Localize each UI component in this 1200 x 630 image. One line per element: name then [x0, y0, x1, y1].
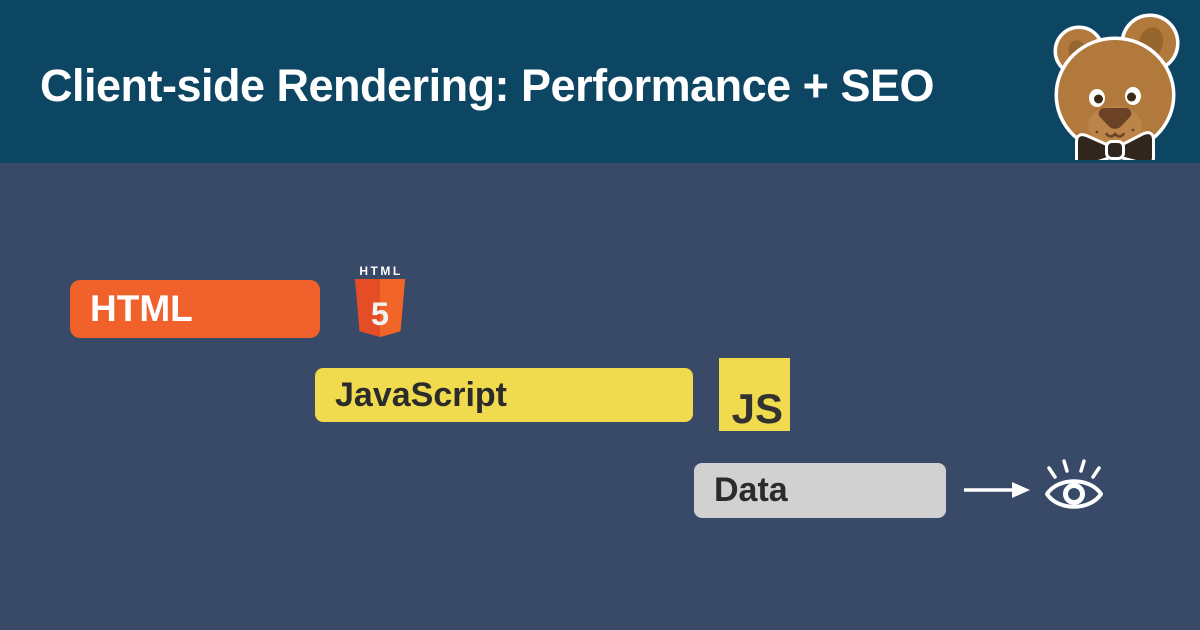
arrow-right-icon-svg — [964, 482, 1030, 498]
bar-javascript-label: JavaScript — [335, 375, 507, 414]
bar-html: HTML — [70, 280, 320, 338]
bear-icon-svg — [1053, 13, 1180, 168]
bar-data: Data — [694, 463, 946, 518]
page-title: Client-side Rendering: Performance + SEO — [40, 60, 934, 111]
js-logo-icon: JS — [719, 358, 790, 431]
bear-icon — [1030, 10, 1188, 168]
eye-icon — [1042, 455, 1106, 515]
js-logo-label: JS — [731, 384, 783, 432]
html5-numeral: 5 — [371, 295, 389, 332]
arrow-right-icon — [962, 478, 1032, 502]
header-band: Client-side Rendering: Performance + SEO — [0, 0, 1200, 168]
bar-html-label: HTML — [90, 288, 193, 329]
html5-logo-word: HTML — [359, 264, 403, 278]
bar-data-label: Data — [714, 471, 788, 509]
html5-logo-icon: HTML 5 — [350, 264, 410, 338]
bar-javascript: JavaScript — [315, 368, 693, 422]
html5-shield-icon: 5 — [354, 279, 406, 338]
eye-icon-svg — [1045, 459, 1103, 509]
